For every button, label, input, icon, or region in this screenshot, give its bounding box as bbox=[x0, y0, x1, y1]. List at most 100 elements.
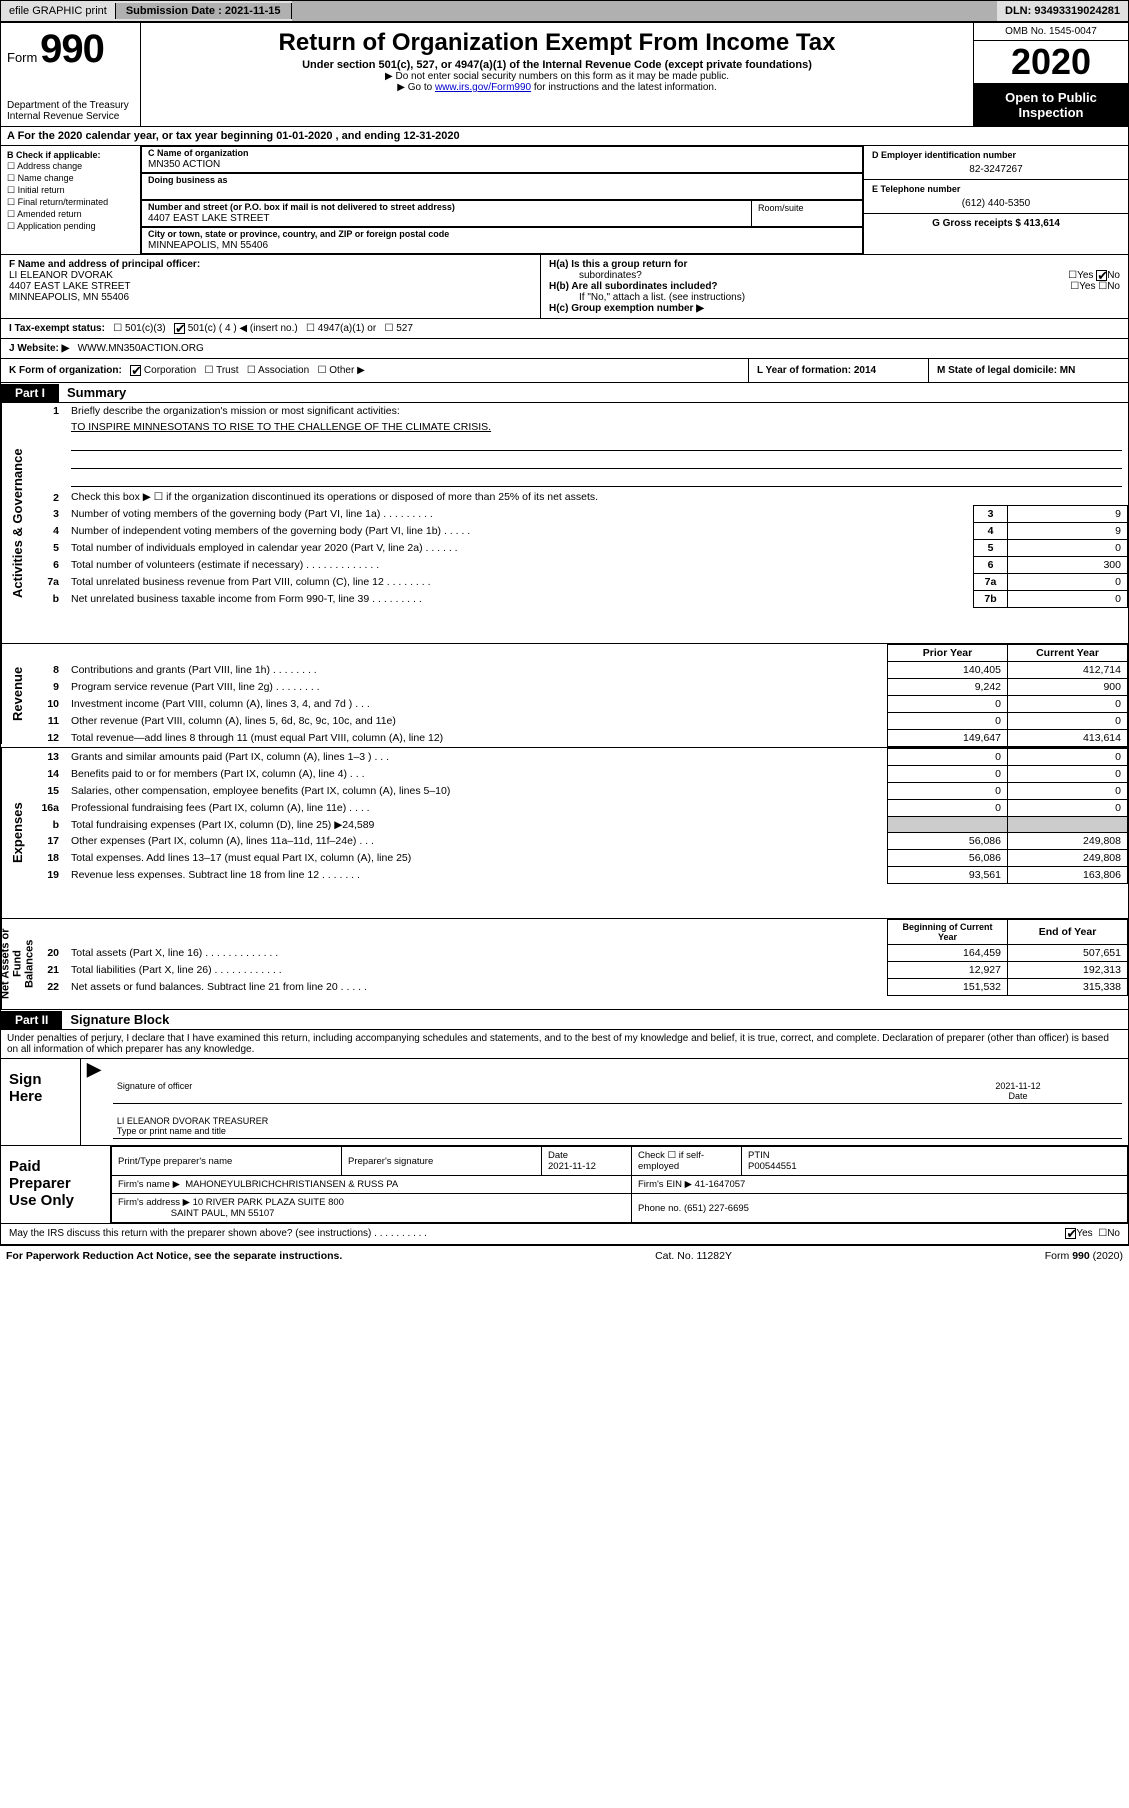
open-inspection: Open to Public Inspection bbox=[974, 83, 1128, 126]
city-label: City or town, state or province, country… bbox=[142, 228, 862, 240]
form-990: Form 990 Department of the Treasury Inte… bbox=[0, 22, 1129, 1245]
org-name: MN350 ACTION bbox=[142, 159, 862, 172]
sign-here-label: Sign Here bbox=[1, 1059, 81, 1145]
row-klm: K Form of organization: Corporation ☐ Tr… bbox=[1, 358, 1128, 383]
tax-year: 2020 bbox=[974, 41, 1128, 83]
chk-other[interactable]: ☐ Other ▶ bbox=[318, 365, 365, 376]
chk-501c[interactable]: 501(c) ( 4 ) ◀ (insert no.) bbox=[174, 323, 298, 334]
net-assets-table: Beginning of Current YearEnd of Year 20T… bbox=[33, 919, 1128, 996]
box-h: H(a) Is this a group return for subordin… bbox=[541, 255, 1128, 318]
box-b: B Check if applicable: ☐ Address change … bbox=[1, 146, 141, 254]
part1-title: Summary bbox=[59, 383, 134, 402]
penalty-statement: Under penalties of perjury, I declare th… bbox=[1, 1030, 1128, 1058]
discuss-text: May the IRS discuss this return with the… bbox=[9, 1228, 427, 1239]
paid-preparer-label: Paid Preparer Use Only bbox=[1, 1146, 111, 1223]
chk-name-change[interactable]: ☐ Name change bbox=[7, 173, 134, 184]
city-value: MINNEAPOLIS, MN 55406 bbox=[142, 240, 862, 253]
hb-yesno[interactable]: ☐Yes ☐No bbox=[1070, 281, 1120, 292]
row-i-tax-status: I Tax-exempt status: ☐ 501(c)(3) 501(c) … bbox=[1, 318, 1128, 338]
row-fh: F Name and address of principal officer:… bbox=[1, 254, 1128, 318]
row-j-website: J Website: ▶ WWW.MN350ACTION.ORG bbox=[1, 338, 1128, 358]
addr-value: 4407 EAST LAKE STREET bbox=[142, 213, 751, 226]
chk-address-change[interactable]: ☐ Address change bbox=[7, 161, 134, 172]
header-left: Form 990 Department of the Treasury Inte… bbox=[1, 23, 141, 126]
form-title: Return of Organization Exempt From Incom… bbox=[149, 29, 965, 57]
sig-officer-label: Signature of officer bbox=[117, 1081, 918, 1101]
signature-block: Sign Here ▶ Signature of officer 2021-11… bbox=[1, 1058, 1128, 1243]
part2-header: Part II Signature Block bbox=[1, 1010, 1128, 1030]
chk-501c3[interactable]: ☐ 501(c)(3) bbox=[113, 323, 165, 334]
officer-addr2: MINNEAPOLIS, MN 55406 bbox=[9, 292, 532, 303]
h-note: If "No," attach a list. (see instruction… bbox=[549, 292, 1120, 303]
form-prefix: Form bbox=[7, 50, 37, 65]
form-subtitle: Under section 501(c), 527, or 4947(a)(1)… bbox=[149, 59, 965, 71]
footer-left: For Paperwork Reduction Act Notice, see … bbox=[6, 1250, 342, 1262]
part1-header: Part I Summary bbox=[1, 383, 1128, 403]
form-number: 990 bbox=[40, 27, 104, 71]
chk-4947[interactable]: ☐ 4947(a)(1) or bbox=[306, 323, 376, 334]
prep-name-label: Print/Type preparer's name bbox=[112, 1147, 342, 1176]
box-b-title: B Check if applicable: bbox=[7, 150, 134, 160]
addr-label: Number and street (or P.O. box if mail i… bbox=[142, 201, 751, 213]
chk-assoc[interactable]: ☐ Association bbox=[247, 365, 309, 376]
governance-table: 1Briefly describe the organization's mis… bbox=[33, 403, 1128, 608]
expenses-table: 13Grants and similar amounts paid (Part … bbox=[33, 748, 1128, 884]
ptin-value: P00544551 bbox=[748, 1161, 797, 1172]
prep-self-emp[interactable]: Check ☐ if self-employed bbox=[632, 1147, 742, 1176]
firm-name: MAHONEYULBRICHCHRISTIANSEN & RUSS PA bbox=[185, 1179, 398, 1190]
mission-text: TO INSPIRE MINNESOTANS TO RISE TO THE CH… bbox=[65, 419, 1128, 435]
officer-addr1: 4407 EAST LAKE STREET bbox=[9, 281, 532, 292]
box-k: K Form of organization: Corporation ☐ Tr… bbox=[1, 359, 748, 382]
gross-receipts: G Gross receipts $ 413,614 bbox=[932, 218, 1060, 229]
chk-amended[interactable]: ☐ Amended return bbox=[7, 209, 134, 220]
page-footer: For Paperwork Reduction Act Notice, see … bbox=[0, 1245, 1129, 1266]
part1-label: Part I bbox=[1, 384, 59, 402]
irs-link[interactable]: www.irs.gov/Form990 bbox=[435, 82, 531, 93]
vbar-governance: Activities & Governance bbox=[1, 403, 33, 643]
row-bcd: B Check if applicable: ☐ Address change … bbox=[1, 146, 1128, 254]
org-name-label: C Name of organization bbox=[142, 147, 862, 159]
website-value: WWW.MN350ACTION.ORG bbox=[78, 343, 204, 354]
ha-yesno[interactable]: ☐Yes No bbox=[1068, 270, 1120, 281]
vbar-net-assets: Net Assets orFund Balances bbox=[1, 919, 33, 1009]
chk-final-return[interactable]: ☐ Final return/terminated bbox=[7, 197, 134, 208]
ein-label: D Employer identification number bbox=[872, 150, 1120, 160]
vbar-revenue: Revenue bbox=[1, 644, 33, 744]
footer-cat: Cat. No. 11282Y bbox=[655, 1250, 732, 1262]
discuss-yesno[interactable]: Yes ☐No bbox=[1065, 1228, 1120, 1239]
box-l: L Year of formation: 2014 bbox=[748, 359, 928, 382]
part2-title: Signature Block bbox=[62, 1010, 177, 1029]
chk-527[interactable]: ☐ 527 bbox=[385, 323, 413, 334]
section-governance: Activities & Governance 1Briefly describ… bbox=[1, 403, 1128, 644]
preparer-table: Print/Type preparer's name Preparer's si… bbox=[111, 1146, 1128, 1223]
dba-value bbox=[142, 186, 862, 199]
discuss-row: May the IRS discuss this return with the… bbox=[1, 1223, 1128, 1243]
sig-date-label: Date bbox=[918, 1091, 1118, 1101]
box-deg: D Employer identification number 82-3247… bbox=[863, 146, 1128, 254]
topbar-spacer bbox=[292, 1, 998, 21]
submission-date[interactable]: Submission Date : 2021-11-15 bbox=[116, 3, 292, 19]
header-center: Return of Organization Exempt From Incom… bbox=[141, 23, 973, 126]
chk-trust[interactable]: ☐ Trust bbox=[205, 365, 239, 376]
topbar: efile GRAPHIC print Submission Date : 20… bbox=[0, 0, 1129, 22]
dba-label: Doing business as bbox=[142, 174, 862, 186]
efile-label: efile GRAPHIC print bbox=[1, 3, 116, 19]
form-header: Form 990 Department of the Treasury Inte… bbox=[1, 23, 1128, 127]
firm-phone: (651) 227-6695 bbox=[684, 1203, 749, 1214]
section-revenue: Revenue Prior YearCurrent Year 8Contribu… bbox=[1, 644, 1128, 748]
tel-label: E Telephone number bbox=[872, 184, 1120, 194]
chk-initial-return[interactable]: ☐ Initial return bbox=[7, 185, 134, 196]
officer-label: F Name and address of principal officer: bbox=[9, 259, 532, 270]
revenue-table: Prior YearCurrent Year 8Contributions an… bbox=[33, 644, 1128, 747]
box-c: C Name of organization MN350 ACTION Doin… bbox=[141, 146, 863, 254]
prep-sig-label: Preparer's signature bbox=[342, 1147, 542, 1176]
footer-form: Form 990 (2020) bbox=[1045, 1250, 1123, 1262]
firm-addr2: SAINT PAUL, MN 55107 bbox=[171, 1208, 275, 1219]
dln-label: DLN: 93493319024281 bbox=[997, 3, 1128, 19]
chk-app-pending[interactable]: ☐ Application pending bbox=[7, 221, 134, 232]
part2-label: Part II bbox=[1, 1011, 62, 1029]
chk-corp[interactable]: Corporation bbox=[130, 365, 196, 376]
sig-date-value: 2021-11-12 bbox=[918, 1081, 1118, 1091]
form-note2: ▶ Go to www.irs.gov/Form990 for instruct… bbox=[149, 82, 965, 93]
dept-treasury: Department of the Treasury bbox=[7, 100, 134, 111]
